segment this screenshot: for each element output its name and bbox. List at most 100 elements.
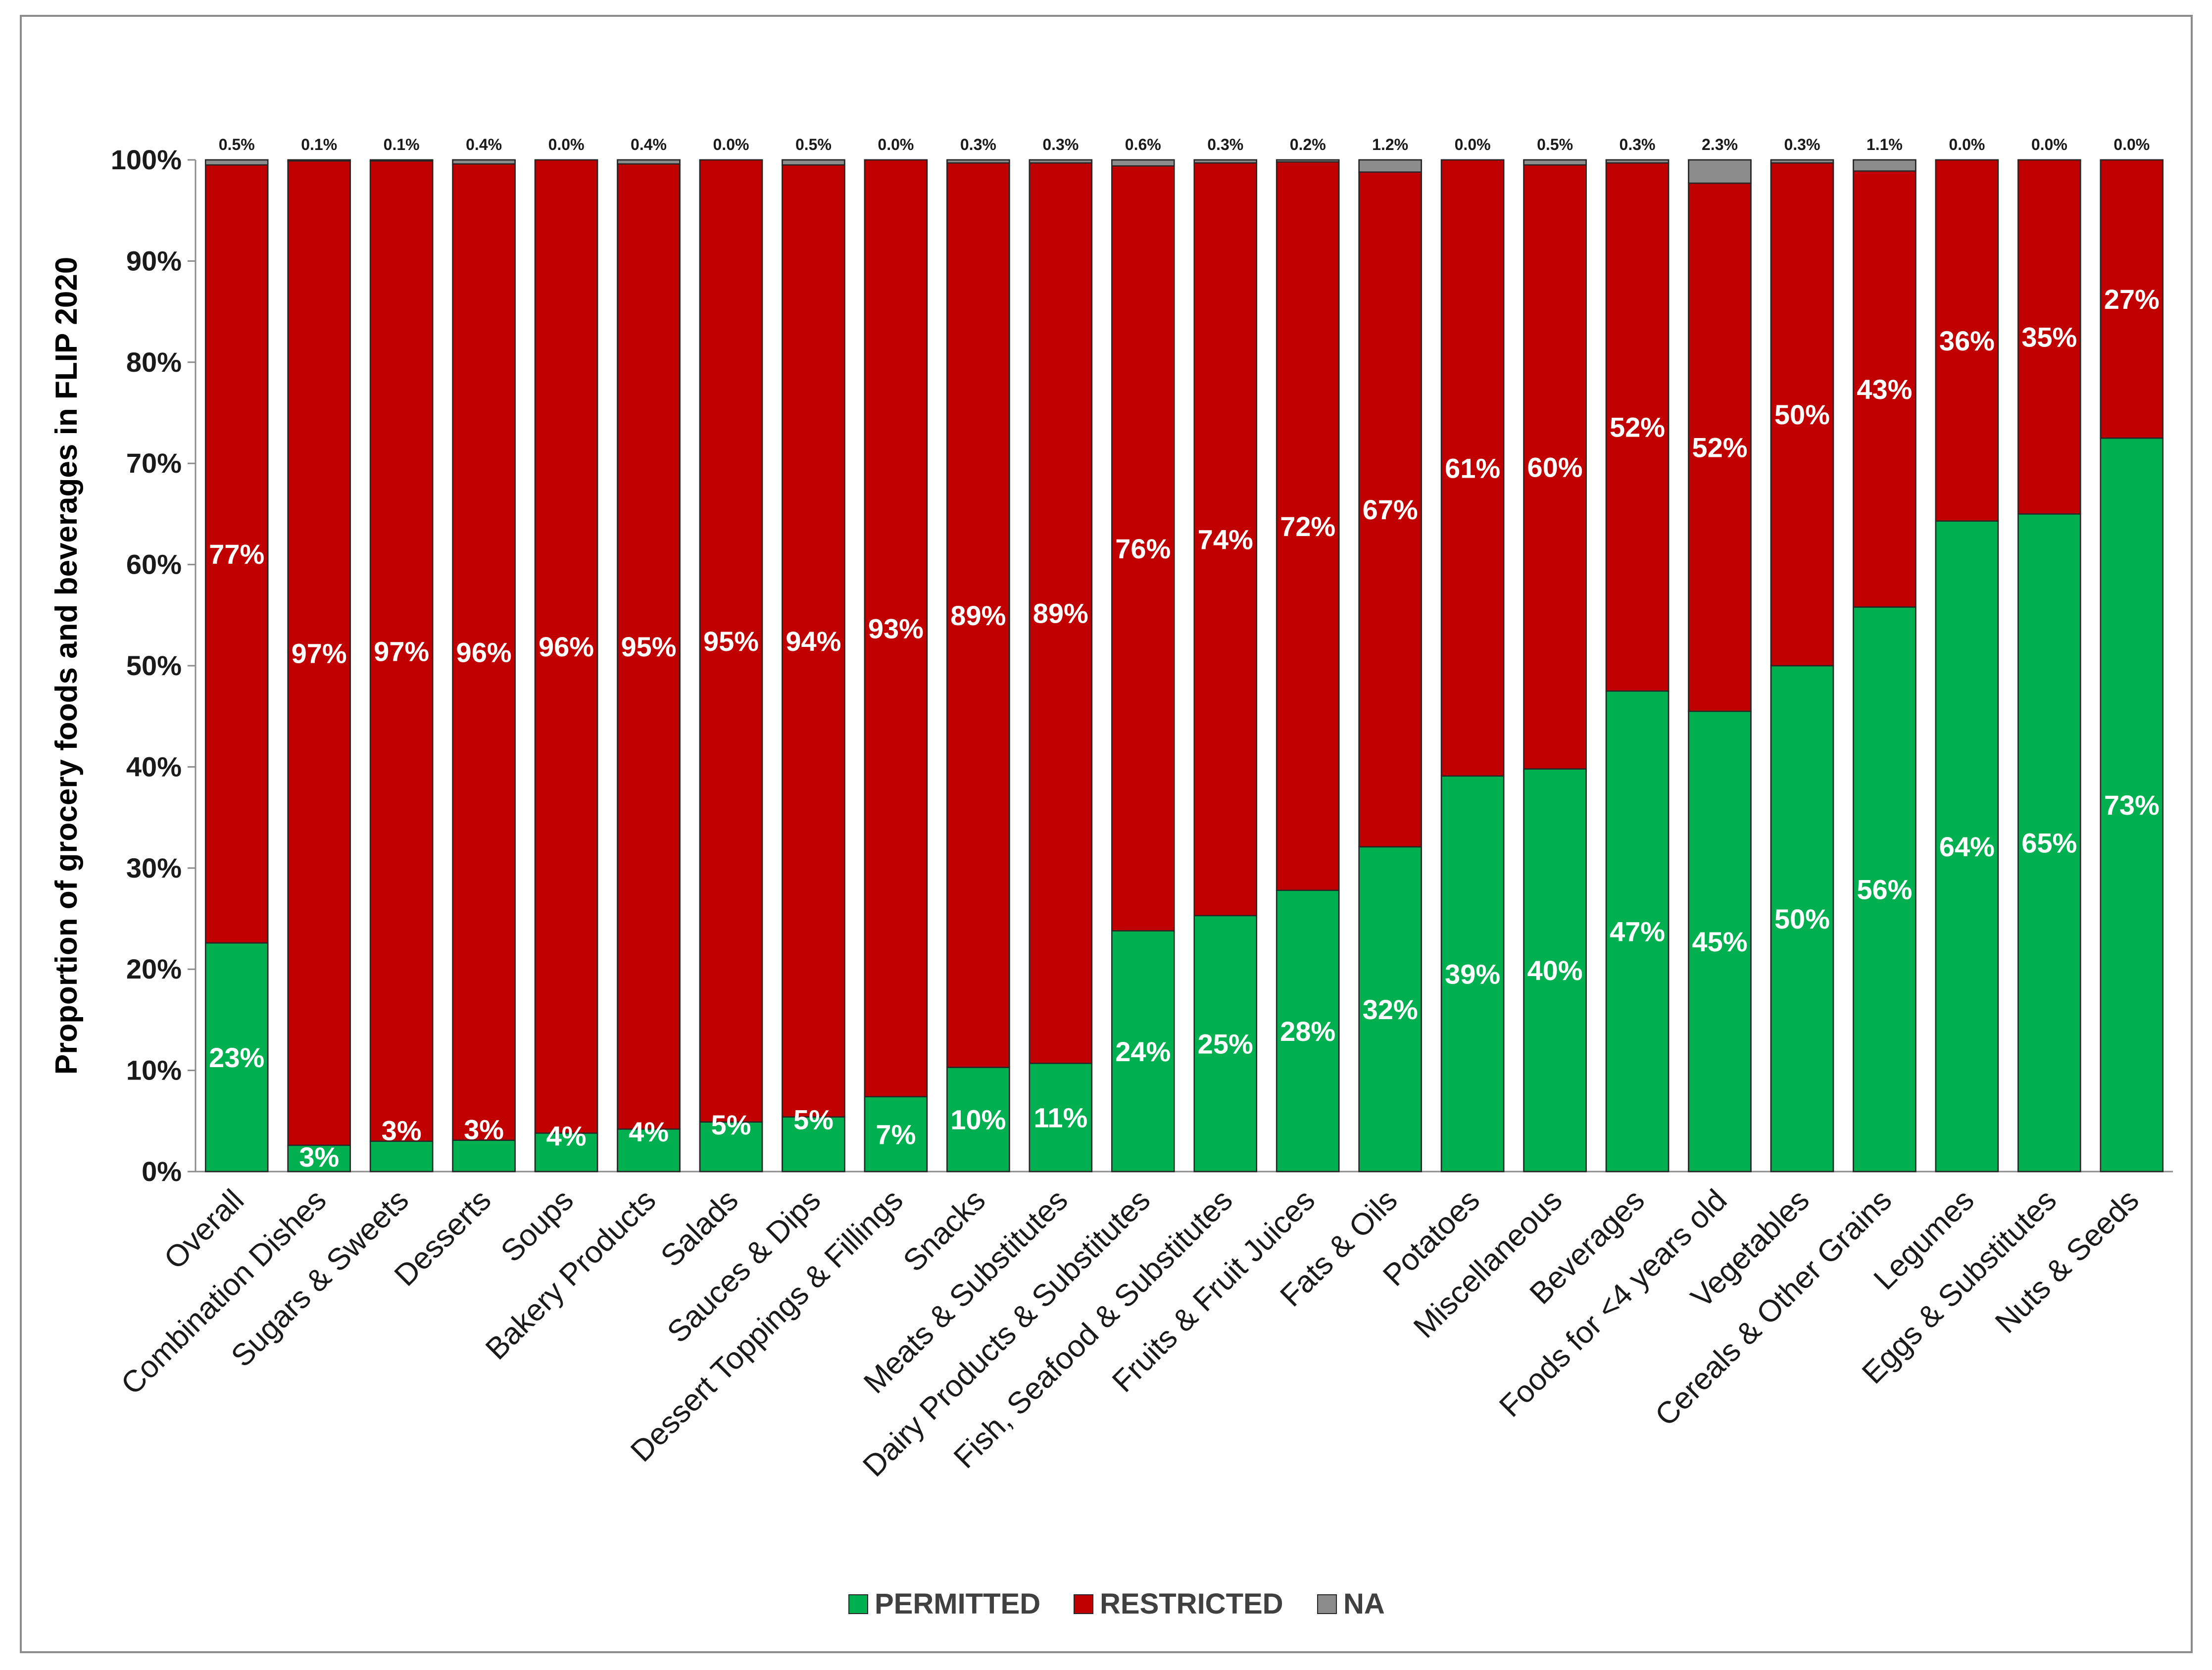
y-tick-label: 20% [126, 953, 182, 984]
bar-outline [1276, 159, 1340, 1173]
na-value-label: 0.2% [1290, 136, 1326, 153]
permitted-value-label: 3% [464, 1114, 504, 1145]
na-value-label: 0.3% [1620, 136, 1656, 153]
y-tick-label: 80% [126, 346, 182, 378]
permitted-value-label: 25% [1198, 1028, 1253, 1059]
bar-outline [1853, 159, 1917, 1173]
y-tick-label: 60% [126, 549, 182, 580]
permitted-value-label: 65% [2021, 828, 2077, 859]
permitted-value-label: 23% [209, 1042, 264, 1073]
restricted-value-label: 27% [2104, 284, 2160, 315]
bar-restricted [782, 164, 845, 1118]
na-value-label: 0.5% [219, 136, 255, 153]
bar-permitted [1440, 775, 1505, 1173]
y-tick-label: 70% [126, 447, 182, 479]
restricted-value-label: 89% [950, 600, 1006, 631]
restricted-value-label: 95% [703, 626, 759, 657]
restricted-value-label: 97% [292, 638, 347, 669]
permitted-value-label: 47% [1610, 916, 1665, 947]
legend-swatch-na [1317, 1594, 1337, 1614]
permitted-value-label: 11% [1033, 1102, 1087, 1133]
permitted-value-label: 64% [1939, 831, 1995, 862]
na-value-label: 0.5% [1537, 136, 1573, 153]
bar-outline [452, 159, 516, 1173]
restricted-value-label: 96% [456, 637, 512, 668]
na-value-label: 0.3% [1042, 136, 1079, 153]
x-category-label: Miscellaneous [1407, 1183, 1569, 1345]
bar-restricted [1605, 162, 1670, 692]
restricted-value-label: 67% [1363, 494, 1418, 525]
na-value-label: 0.0% [2114, 136, 2150, 153]
restricted-value-label: 94% [786, 626, 841, 657]
permitted-value-label: 39% [1445, 958, 1500, 989]
bar-permitted [782, 1116, 845, 1173]
y-tick-label: 90% [126, 245, 182, 276]
bar-permitted [1111, 930, 1175, 1173]
bar-outline [946, 159, 1010, 1173]
legend-swatch-restricted [1074, 1594, 1093, 1614]
bar-restricted [1358, 171, 1422, 848]
permitted-value-label: 3% [382, 1115, 422, 1146]
legend: PERMITTED RESTRICTED NA [848, 1588, 1385, 1620]
bar-restricted [287, 160, 351, 1146]
restricted-value-label: 35% [2021, 322, 2077, 353]
bar-restricted [1523, 164, 1587, 770]
na-value-label: 0.0% [1455, 136, 1491, 153]
permitted-value-label: 73% [2104, 789, 2160, 821]
bar-outline [1605, 159, 1670, 1173]
bar-restricted [534, 159, 598, 1134]
legend-label-permitted: PERMITTED [875, 1588, 1040, 1620]
bar-permitted [1688, 710, 1752, 1173]
bar-outline [699, 159, 763, 1173]
y-tick-label: 0% [142, 1156, 182, 1187]
bar-outline [1358, 159, 1422, 1173]
na-value-label: 1.2% [1372, 136, 1408, 153]
bar-outline [1770, 159, 1834, 1173]
bar-outline [534, 159, 598, 1173]
restricted-value-label: 43% [1857, 374, 1912, 405]
na-value-label: 0.0% [713, 136, 749, 153]
permitted-value-label: 24% [1115, 1036, 1171, 1067]
bar-outline [1440, 159, 1505, 1173]
bar-na [204, 159, 269, 166]
na-value-label: 0.1% [301, 136, 337, 153]
x-category-label: Nuts & Seeds [1989, 1183, 2146, 1340]
permitted-value-label: 3% [299, 1141, 339, 1173]
restricted-value-label: 93% [868, 613, 924, 644]
restricted-value-label: 60% [1527, 451, 1583, 483]
restricted-value-label: 52% [1692, 432, 1747, 463]
bar-na [1358, 159, 1422, 173]
permitted-value-label: 50% [1774, 903, 1830, 934]
na-value-label: 0.3% [1207, 136, 1243, 153]
na-value-label: 0.4% [631, 136, 667, 153]
na-value-label: 0.0% [878, 136, 914, 153]
na-value-label: 0.0% [2031, 136, 2067, 153]
bar-restricted [699, 159, 763, 1123]
restricted-value-label: 72% [1280, 511, 1335, 542]
bars-layer [204, 159, 2164, 1173]
permitted-value-label: 28% [1280, 1016, 1335, 1047]
y-tick-label: 40% [126, 751, 182, 782]
legend-swatch-permitted [848, 1594, 868, 1614]
bar-restricted [1688, 182, 1752, 712]
na-value-label: 0.3% [1784, 136, 1820, 153]
bar-na [1523, 159, 1587, 166]
bar-outline [204, 159, 269, 1173]
restricted-value-label: 50% [1774, 399, 1830, 430]
permitted-value-label: 4% [629, 1116, 669, 1147]
restricted-value-label: 74% [1198, 524, 1253, 555]
permitted-value-label: 32% [1363, 994, 1418, 1025]
bar-outline [1111, 159, 1175, 1173]
permitted-value-label: 56% [1857, 874, 1912, 905]
na-value-label: 0.1% [384, 136, 420, 153]
restricted-value-label: 97% [374, 636, 429, 667]
restricted-value-label: 77% [209, 539, 264, 570]
restricted-value-label: 96% [539, 631, 594, 662]
y-tick-label: 50% [126, 650, 182, 681]
na-value-label: 1.1% [1867, 136, 1903, 153]
restricted-value-label: 36% [1939, 325, 1995, 356]
bar-na [1688, 159, 1752, 184]
bar-outline [1193, 159, 1257, 1173]
bar-restricted [2100, 159, 2164, 439]
